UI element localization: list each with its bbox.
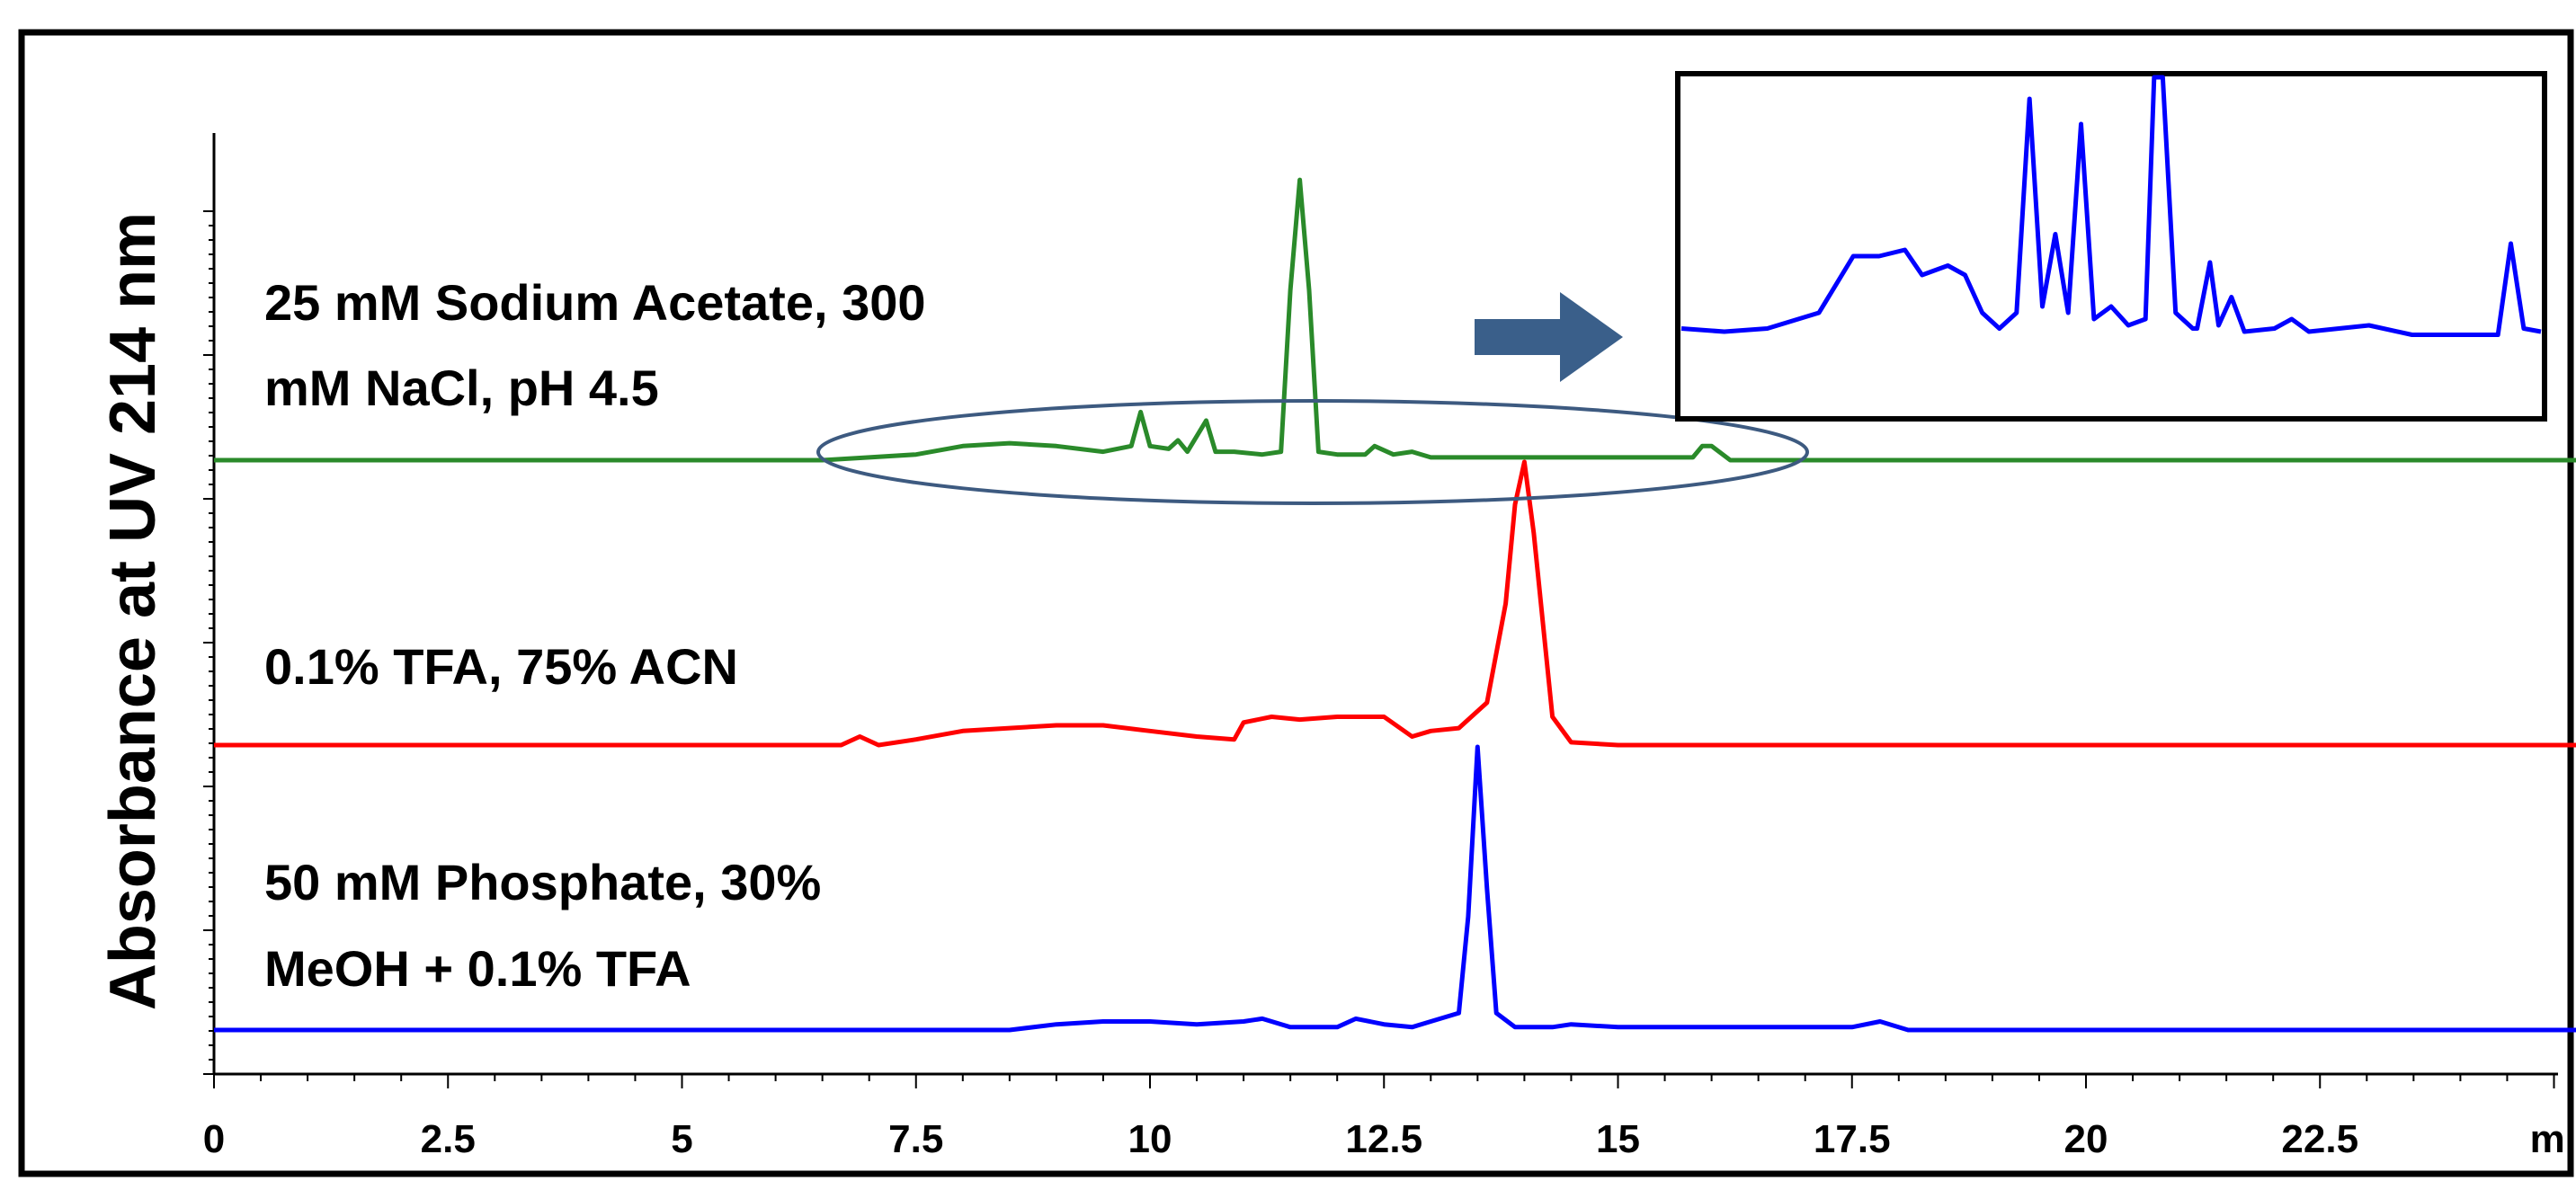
x-axis-unit: mi [2530, 1117, 2576, 1161]
trace-label-line: MeOH + 0.1% TFA [264, 940, 691, 997]
inset-box [1675, 71, 2547, 422]
x-tick-label: 20 [2064, 1117, 2108, 1161]
x-tick-label: 12.5 [1345, 1117, 1422, 1161]
axes: 0 2.5 5 7.5 10 12.5 15 17.5 20 22.5 mi [203, 133, 2576, 1161]
x-tick-label: 5 [671, 1117, 692, 1161]
x-tick-label: 0 [203, 1117, 225, 1161]
x-tick-label: 2.5 [421, 1117, 476, 1161]
y-axis-label: Absorbance at UV 214 nm [97, 212, 169, 1010]
trace-label-line: 25 mM Sodium Acetate, 300 [264, 274, 926, 331]
x-tick-label: 22.5 [2281, 1117, 2358, 1161]
traces [214, 177, 2576, 1033]
trace-line-1 [214, 459, 2576, 748]
trace-labels: 25 mM Sodium Acetate, 300 mM NaCl, pH 4.5… [264, 274, 926, 997]
x-tick-label: 10 [1128, 1117, 1172, 1161]
trace-line-0 [214, 177, 2576, 463]
arrow-icon [1475, 292, 1623, 382]
inset-trace-line [1680, 75, 2542, 337]
trace-label-line: mM NaCl, pH 4.5 [264, 360, 659, 416]
zoom-region-ellipse [816, 399, 1809, 505]
trace-label-line: 0.1% TFA, 75% ACN [264, 638, 738, 695]
x-tick-label: 15 [1596, 1117, 1640, 1161]
trace-line-2 [214, 744, 2576, 1033]
x-tick-label: 7.5 [888, 1117, 943, 1161]
trace-label-line: 50 mM Phosphate, 30% [264, 854, 821, 910]
x-tick-label: 17.5 [1814, 1117, 1891, 1161]
inset-trace [1680, 75, 2542, 337]
